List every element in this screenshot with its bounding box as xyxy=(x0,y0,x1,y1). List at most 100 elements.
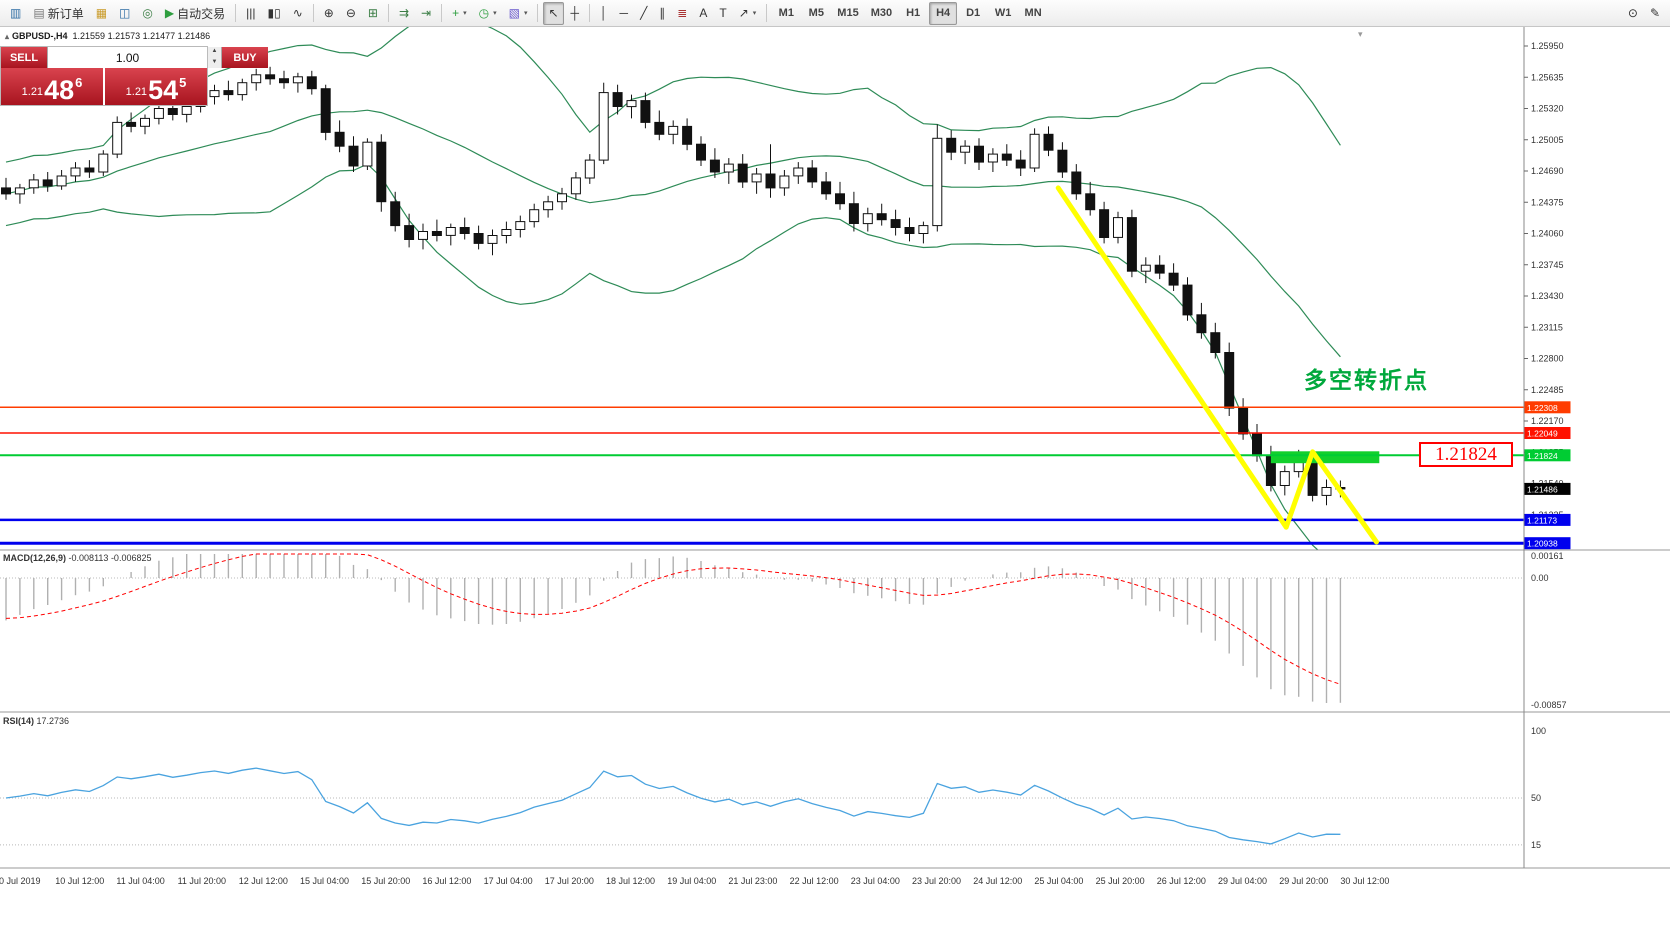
support-zone-rectangle[interactable] xyxy=(1270,451,1380,464)
market-watch-icon[interactable]: ◫ xyxy=(114,2,135,25)
periods-icon[interactable]: ◷ ▾ xyxy=(474,2,502,25)
chart-shift-icon[interactable]: ⇥ xyxy=(416,2,436,25)
price-tick-label: 1.25635 xyxy=(1531,72,1564,82)
autoscroll-icon[interactable]: ⇉ xyxy=(394,2,414,25)
level-price-tag-text: 1.22308 xyxy=(1527,403,1558,413)
candle-body xyxy=(640,100,651,123)
chart-area[interactable]: 1.25950 1.25635 1.25320 1.25005 1.24690 1.243… xyxy=(0,27,1670,945)
toolbar-separator xyxy=(589,4,591,22)
main-panel[interactable] xyxy=(0,27,1524,568)
buy-price-display[interactable]: 1.21 54 5 xyxy=(105,68,207,105)
candle-body xyxy=(209,90,220,98)
sell-price-prefix: 1.21 xyxy=(21,86,44,98)
vertical-line-icon: │ xyxy=(600,6,608,20)
volume-down-button[interactable]: ▼ xyxy=(208,57,221,68)
horizontal-line-icon[interactable]: ─ xyxy=(615,2,634,25)
candle-body xyxy=(1238,407,1249,435)
level-price-tag xyxy=(1524,401,1571,414)
timeframe-button-h1[interactable]: H1 xyxy=(906,7,921,19)
timeframe-button-h4[interactable]: H4 xyxy=(929,1,958,25)
sell-price-display[interactable]: 1.21 48 6 xyxy=(1,68,103,105)
templates-icon[interactable]: ▧ ▾ xyxy=(504,2,533,25)
channel-icon[interactable]: ∥ xyxy=(654,2,670,25)
price-tick-label: 1.24375 xyxy=(1531,197,1564,207)
search-icon[interactable]: ⊙ xyxy=(1623,2,1643,25)
line-chart-icon[interactable]: ∿ xyxy=(288,2,308,25)
bar-chart-icon[interactable]: ||| xyxy=(241,2,260,25)
new-window-icon[interactable]: ✎ xyxy=(1645,2,1665,25)
timeframe-button-w1[interactable]: W1 xyxy=(994,7,1012,19)
bollinger-middle-band xyxy=(5,109,1341,358)
time-axis-label: 15 Jul 20:00 xyxy=(361,876,410,886)
candle-body xyxy=(390,201,401,227)
navigator-icon[interactable]: ◎ xyxy=(137,2,157,25)
time-axis-label: 11 Jul 04:00 xyxy=(116,876,164,886)
volume-input[interactable] xyxy=(48,47,207,68)
candle-body xyxy=(737,163,748,183)
crosshair-icon[interactable]: ┼ xyxy=(566,2,585,25)
navigator-icon: ◎ xyxy=(142,6,153,20)
candle-body xyxy=(1113,217,1123,238)
candle-body xyxy=(848,203,859,224)
buy-price-sup: 5 xyxy=(179,75,187,90)
line-chart-icon: ∿ xyxy=(292,6,303,20)
timeframe-button-m5[interactable]: M5 xyxy=(808,7,824,19)
time-axis-label: 12 Jul 12:00 xyxy=(239,876,288,886)
app-icon[interactable]: ▥ xyxy=(5,2,26,25)
profiles-icon[interactable]: ▦ xyxy=(91,2,112,25)
price-scale[interactable]: 1.25950 1.25635 1.25320 1.25005 1.24690 1.243… xyxy=(1524,41,1571,850)
price-chart-canvas[interactable]: 1.25950 1.25635 1.25320 1.25005 1.24690 1.243… xyxy=(0,27,1670,945)
trendline-icon: ╱ xyxy=(640,6,648,20)
templates-icon: ▧ xyxy=(508,6,520,20)
cursor-icon[interactable]: ↖ xyxy=(543,1,564,25)
fibonacci-icon[interactable]: ≣ xyxy=(672,2,692,25)
level-price-tag xyxy=(1524,449,1571,462)
trendline-icon[interactable]: ╱ xyxy=(635,2,652,25)
shapes-icon[interactable]: ↗ ▾ xyxy=(734,2,762,25)
time-axis-label: 21 Jul 23:00 xyxy=(728,876,777,886)
rsi-value: 17.2736 xyxy=(36,716,70,726)
text-label-icon[interactable]: T xyxy=(714,2,731,25)
yellow-trend-line[interactable] xyxy=(1055,185,1379,545)
text-icon[interactable]: A xyxy=(694,2,712,25)
scroll-to-end-icon[interactable]: ▾ xyxy=(1358,29,1363,39)
candle-body xyxy=(862,213,873,225)
time-axis-label: 17 Jul 20:00 xyxy=(545,876,594,886)
candle-body xyxy=(779,175,790,189)
rsi-panel[interactable] xyxy=(0,767,1524,846)
candle-body xyxy=(28,179,39,189)
vertical-line-icon[interactable]: │ xyxy=(595,2,613,25)
candle-body xyxy=(821,181,832,195)
candle-body xyxy=(279,78,289,84)
candlestick-icon[interactable]: ▮▯ xyxy=(262,2,285,25)
macd-main-value: -0.008113 xyxy=(68,553,109,563)
candle-body xyxy=(251,74,262,84)
macd-panel[interactable] xyxy=(0,553,1524,703)
indicators-icon[interactable]: + ▾ xyxy=(447,2,472,25)
new-order-button: ▤ xyxy=(33,6,45,20)
timeframe-button-m1[interactable]: M1 xyxy=(778,7,794,19)
buy-price-big: 54 xyxy=(148,75,179,105)
timeframe-button-m30[interactable]: M30 xyxy=(870,7,893,19)
timeframe-button-d1[interactable]: D1 xyxy=(966,7,981,19)
candle-body xyxy=(1,187,11,195)
time-axis-label: 23 Jul 20:00 xyxy=(912,876,961,886)
grid-icon[interactable]: ⊞ xyxy=(363,2,383,25)
zoom-out-icon[interactable]: ⊖ xyxy=(341,2,361,25)
timeframe-button-mn[interactable]: MN xyxy=(1024,7,1042,19)
autotrading-button-label: 自动交易 xyxy=(177,6,226,21)
sell-button[interactable]: SELL xyxy=(1,47,47,68)
candle-body xyxy=(140,117,150,127)
timeframe-button-m15[interactable]: M15 xyxy=(837,7,859,19)
autotrading-button[interactable]: ▶ 自动交易 xyxy=(160,2,230,25)
volume-up-button[interactable]: ▲ xyxy=(208,47,221,58)
turning-point-annotation[interactable]: 多空转折点 xyxy=(1304,367,1429,393)
time-axis[interactable]: 10 Jul 2019 10 Jul 12:00 11 Jul 04:00 11 Ju… xyxy=(0,876,1389,886)
new-order-button[interactable]: ▤ 新订单 xyxy=(28,2,88,25)
time-axis-label: 29 Jul 04:00 xyxy=(1218,876,1267,886)
buy-button[interactable]: BUY xyxy=(222,47,268,68)
price-callout-box[interactable]: 1.21824 xyxy=(1419,442,1513,467)
collapse-panel-icon[interactable]: ▴ xyxy=(5,32,10,41)
candle-body xyxy=(918,225,929,235)
zoom-in-icon[interactable]: ⊕ xyxy=(319,2,339,25)
